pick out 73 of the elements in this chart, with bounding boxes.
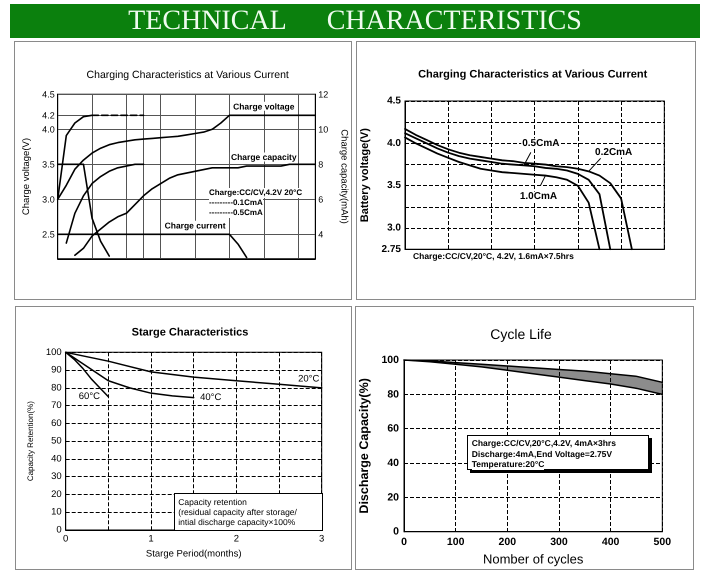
y2-tick-label: 12 — [318, 89, 328, 100]
y-tick-label: 20 — [387, 491, 400, 504]
y-tick-label: 4.0 — [42, 124, 55, 134]
annotation: (residual capacity after storage/ — [178, 507, 297, 518]
y-tick-label: 60 — [51, 418, 62, 429]
chart-title: Cycle Life — [490, 326, 552, 342]
series-label: 60°C — [78, 391, 100, 402]
y-tick-label: 4.2 — [42, 110, 55, 120]
x-tick-label: 2 — [234, 534, 240, 544]
series-label: 40°C — [200, 392, 222, 404]
y-tick-label: 100 — [381, 354, 400, 366]
y-axis-title: Battery voltage(V) — [359, 128, 372, 222]
note-box: Capacity retention (residual capacity after storage/ intial discharge capacity×100% — [174, 493, 323, 531]
y-tick-label: 40 — [51, 453, 62, 464]
y-axis-title: Charge voltage(V) — [20, 138, 32, 216]
y-tick-label: 3.5 — [42, 159, 55, 170]
y-tick-label: 2.75 — [382, 244, 402, 255]
y-axis-title: Discharge Capacity(%) — [357, 378, 372, 514]
y-tick-label: 40 — [387, 457, 400, 470]
y-tick-label: 80 — [51, 382, 62, 394]
chart-title: Starge Characteristics — [132, 326, 248, 340]
y-tick-label: 20 — [51, 488, 62, 500]
annotation: Capacity retention — [178, 497, 247, 508]
x-tick-label: 3 — [319, 534, 324, 544]
y-tick-label: 100 — [46, 346, 62, 358]
y2-tick-label: 4 — [318, 229, 324, 240]
legend-label: 1.0CmA — [520, 191, 558, 202]
annotation: Temperature:20°C — [472, 459, 544, 470]
x-axis-title: Starge Period(months) — [146, 548, 242, 560]
y-tick-label: 50 — [51, 436, 62, 447]
series-label: 0.5CmA — [522, 138, 560, 149]
y2-tick-label: 6 — [318, 194, 324, 204]
x-tick-label: 400 — [602, 536, 620, 548]
annotation: intial discharge capacity×100% — [178, 517, 296, 528]
series-label: Charge current — [164, 220, 226, 230]
chart-title: Charging Characteristics at Various Current — [86, 68, 289, 82]
y-tick-label: 10 — [51, 506, 62, 518]
x-tick-label: 500 — [654, 536, 672, 548]
y-tick-label: 30 — [51, 471, 62, 482]
annotation: Charge:CC/CV,20°C,4.2V, 4mA×3hrs — [472, 438, 616, 449]
x-tick-label: 1 — [148, 534, 154, 544]
y-tick-label: 0 — [56, 524, 62, 536]
annotation: Charge:CC/CV,4.2V 20°C — [209, 188, 302, 198]
note-box: Charge:CC/CV,20°C,4.2V, 4mA×3hrs Discharge:4mA,End Voltage=2.75V Temperature:20°C — [466, 435, 650, 470]
y-tick-label: 4.0 — [387, 138, 402, 149]
y-tick-label: 2.5 — [42, 229, 55, 240]
annotation: Discharge:4mA,End Voltage=2.75V — [472, 448, 612, 460]
y2-axis-title: Charge capacity(mAh) — [338, 129, 350, 224]
y-tick-label: 3.5 — [387, 180, 402, 192]
annotation: ---------0.5CmA — [209, 208, 263, 218]
y-axis-title: Capacity Retention(%) — [26, 400, 36, 482]
x-axis-title: Nomber of cycles — [482, 552, 584, 567]
y-tick-label: 60 — [387, 422, 400, 435]
y-tick-label: 3.0 — [42, 194, 55, 204]
chart-title: Charging Characteristics at Various Current — [418, 68, 648, 82]
series-label: 20°C — [298, 373, 320, 384]
y2-tick-label: 10 — [318, 124, 328, 134]
text: TECHNICAL CHARACTERISTICS — [128, 5, 582, 36]
y-tick-label: 4.5 — [387, 96, 402, 106]
y-tick-label: 3.0 — [387, 222, 402, 234]
y-tick-label: 4.5 — [42, 89, 55, 100]
x-tick-label: 200 — [498, 536, 516, 548]
y-tick-label: 70 — [51, 400, 62, 412]
series-label: Charge voltage — [233, 101, 295, 112]
x-tick-label: 100 — [446, 536, 465, 548]
x-tick-label: 300 — [550, 536, 568, 548]
text: Charge:CC/CV,20°C, 4.2V, 1.6mA×7.5hrs — [413, 251, 574, 261]
series-label: Charge capacity — [230, 152, 297, 162]
series-label: 0.2CmA — [595, 146, 632, 158]
y-tick-label: 90 — [51, 364, 62, 376]
y-tick-label: 80 — [387, 388, 400, 400]
annotation: ---------0.1CmA — [209, 198, 263, 208]
y2-tick-label: 8 — [318, 159, 324, 170]
